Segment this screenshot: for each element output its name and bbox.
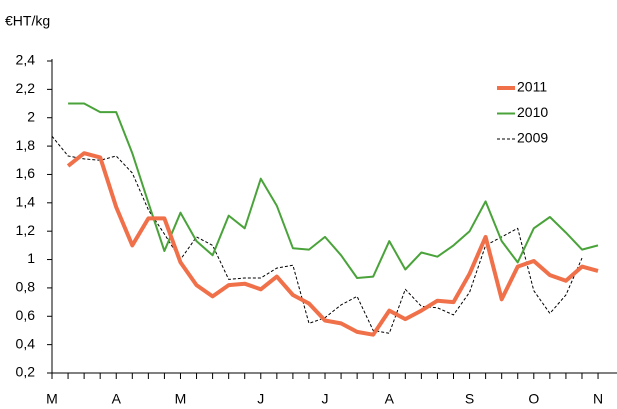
x-tick-label: S [465,391,474,407]
y-tick-label: 2 [27,108,35,124]
y-tick-label: 2,2 [16,80,36,96]
x-tick-label: J [322,391,329,407]
y-tick-label: 0,2 [16,364,36,380]
x-tick-label: N [593,391,603,407]
x-tick-label: J [257,391,264,407]
y-tick-label: 0,6 [16,307,36,323]
series-line [51,135,583,334]
x-tick-label: M [175,391,187,407]
x-tick-label: A [112,391,122,407]
legend-label: 2010 [517,104,548,120]
y-tick-label: 0,8 [16,279,36,295]
y-tick-label: 0,4 [16,335,36,351]
y-tick-label: 1 [27,250,35,266]
legend-label: 2009 [517,130,548,146]
x-tick-label: M [46,391,58,407]
x-tick-label: O [528,391,539,407]
series-line [66,151,599,337]
series-line [68,102,599,279]
x-tick-label: A [385,391,395,407]
y-tick-label: 1,2 [16,222,36,238]
y-axis-label: €HT/kg [5,13,50,29]
y-tick-label: 2,4 [16,52,36,68]
y-tick-label: 1,4 [16,194,36,210]
legend-label: 2011 [517,79,547,95]
y-tick-label: 1,8 [16,137,36,153]
y-tick-label: 1,6 [16,165,36,181]
